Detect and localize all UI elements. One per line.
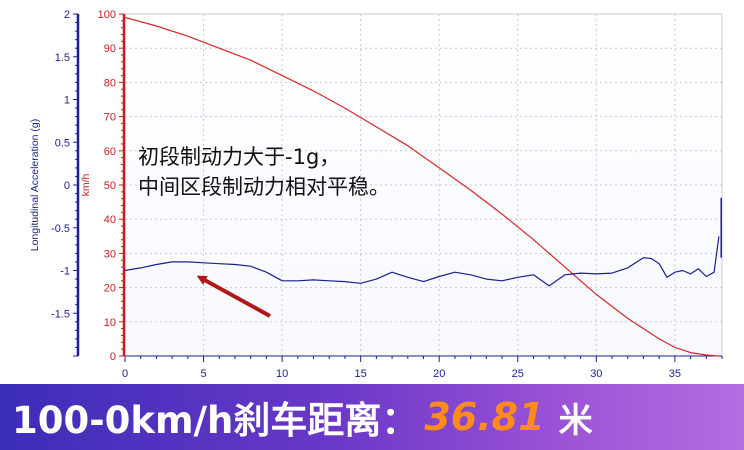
right-tick-label: 20 xyxy=(104,283,116,295)
series-group xyxy=(124,16,722,357)
right-tick-label: 90 xyxy=(104,43,116,55)
chart: 21.510.50-0.5-1-1.5 10090807060504030201… xyxy=(29,9,723,380)
left-axis: 2 1.5 1 0.5 0 -0.5 -1 -1.5 xyxy=(51,9,80,357)
x-tick-label: 35 xyxy=(669,368,681,380)
right-tick-label: 60 xyxy=(104,146,116,158)
right-tick-label: 40 xyxy=(104,214,116,226)
acceleration-series-line xyxy=(124,236,720,287)
banner-label: 100-0km/h刹车距离： xyxy=(12,399,419,442)
left-tick-label: 1.5 xyxy=(55,52,70,64)
result-banner: 100-0km/h刹车距离： 36.81 米 xyxy=(0,384,744,450)
speed-series-line xyxy=(124,16,719,357)
annotation-line-2: 中间区段制动力相对平稳。 xyxy=(138,175,390,199)
banner-value: 36.81 xyxy=(424,395,545,439)
left-tick-label: 0 xyxy=(64,180,70,192)
x-axis: 0 5 10 15 20 25 30 35 xyxy=(122,355,723,380)
x-tick-label: 30 xyxy=(590,368,602,380)
right-tick-label: 10 xyxy=(104,317,116,329)
plot-area xyxy=(124,13,723,357)
right-tick-label: 30 xyxy=(104,248,116,260)
x-tick-label: 5 xyxy=(200,368,206,380)
x-tick-label: 25 xyxy=(512,368,524,380)
x-tick-label: 20 xyxy=(433,368,445,380)
right-axis-title: km/h xyxy=(80,173,92,196)
right-tick-label: 70 xyxy=(104,112,116,124)
x-tick-label: 10 xyxy=(276,368,288,380)
right-tick-label: 80 xyxy=(104,77,116,89)
grid xyxy=(125,14,722,356)
left-tick-label: 0.5 xyxy=(55,137,70,149)
right-tick-label: 100 xyxy=(98,9,116,21)
annotation-line-1: 初段制动力大于-1g， xyxy=(138,145,340,169)
left-tick-label: -1.5 xyxy=(51,308,70,320)
annotation-arrow xyxy=(196,275,271,318)
left-tick-label: -0.5 xyxy=(51,223,70,235)
left-tick-label: 1 xyxy=(64,95,70,107)
left-tick-label: -1 xyxy=(60,266,70,278)
banner-unit: 米 xyxy=(558,400,593,441)
x-tick-label: 15 xyxy=(355,368,367,380)
left-axis-title: Longitudinal Acceleration (g) xyxy=(29,119,41,252)
annotation: 初段制动力大于-1g， 中间区段制动力相对平稳。 xyxy=(138,145,390,318)
x-tick-label: 0 xyxy=(122,368,128,380)
left-tick-label: 2 xyxy=(64,9,70,21)
right-tick-label: 0 xyxy=(110,351,116,363)
right-tick-label: 50 xyxy=(104,180,116,192)
